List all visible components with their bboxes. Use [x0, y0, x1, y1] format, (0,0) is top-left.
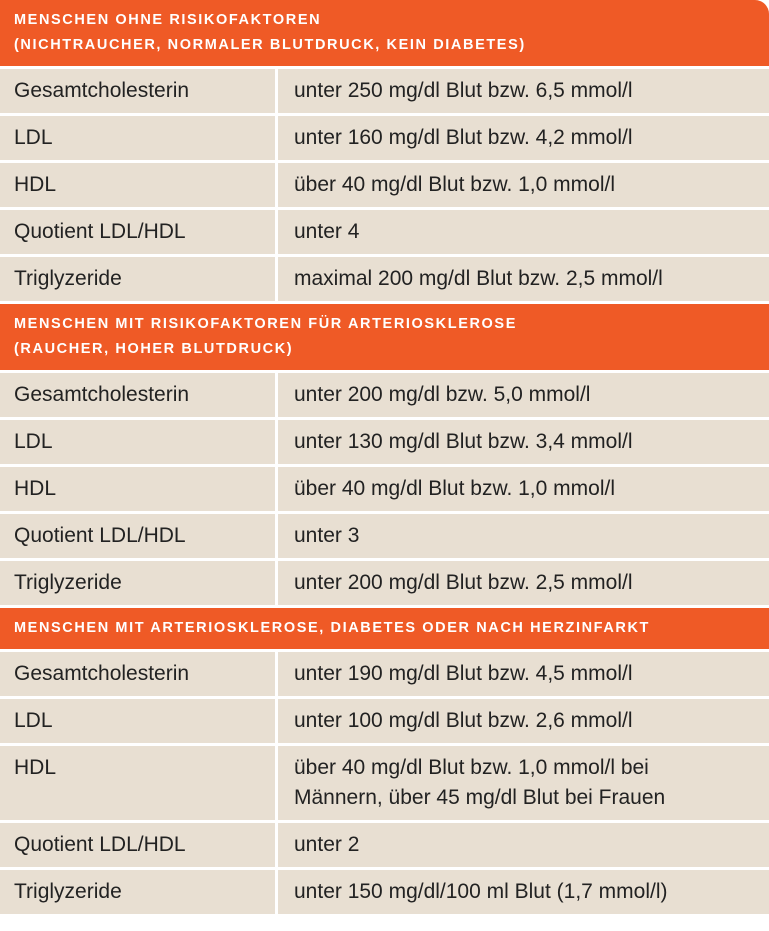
table-row: Gesamtcholesterin unter 190 mg/dl Blut bz…: [0, 652, 769, 696]
cell-text: unter 4: [294, 220, 360, 243]
section-header: MENSCHEN OHNE RISIKOFAKTOREN (NICHTRAUCHE…: [0, 0, 769, 66]
table-row: HDL über 40 mg/dl Blut bzw. 1,0 mmol/l: [0, 163, 769, 207]
label-cell: Gesamtcholesterin: [0, 69, 275, 113]
header-line: (NICHTRAUCHER, NORMALER BLUTDRUCK, KEIN …: [14, 37, 526, 53]
cell-text: Quotient LDL/HDL: [14, 524, 186, 547]
cell-text: Triglyzeride: [14, 571, 122, 594]
table-row: LDL unter 100 mg/dl Blut bzw. 2,6 mmol/l: [0, 699, 769, 743]
table-row: LDL unter 130 mg/dl Blut bzw. 3,4 mmol/l: [0, 420, 769, 464]
value-cell: unter 250 mg/dl Blut bzw. 6,5 mmol/l: [278, 69, 769, 113]
value-cell: über 40 mg/dl Blut bzw. 1,0 mmol/l bei Mä…: [278, 746, 769, 820]
cell-text: unter 190 mg/dl Blut bzw. 4,5 mmol/l: [294, 662, 633, 685]
header-line: MENSCHEN MIT RISIKOFAKTOREN FÜR ARTERIOS…: [14, 316, 517, 332]
value-cell: über 40 mg/dl Blut bzw. 1,0 mmol/l: [278, 163, 769, 207]
value-cell: unter 150 mg/dl/100 ml Blut (1,7 mmol/l): [278, 870, 769, 914]
section-header: MENSCHEN MIT RISIKOFAKTOREN FÜR ARTERIOS…: [0, 304, 769, 370]
cell-text: unter 200 mg/dl bzw. 5,0 mmol/l: [294, 383, 591, 406]
table-row: Gesamtcholesterin unter 200 mg/dl bzw. 5,…: [0, 373, 769, 417]
label-cell: Triglyzeride: [0, 257, 275, 301]
cell-text: unter 150 mg/dl/100 ml Blut (1,7 mmol/l): [294, 880, 668, 903]
cell-text: Triglyzeride: [14, 267, 122, 290]
label-cell: Quotient LDL/HDL: [0, 514, 275, 558]
label-cell: Gesamtcholesterin: [0, 373, 275, 417]
value-cell: über 40 mg/dl Blut bzw. 1,0 mmol/l: [278, 467, 769, 511]
table-row: Quotient LDL/HDL unter 3: [0, 514, 769, 558]
label-cell: LDL: [0, 420, 275, 464]
table-row: HDL über 40 mg/dl Blut bzw. 1,0 mmol/l: [0, 467, 769, 511]
cell-text: Gesamtcholesterin: [14, 79, 190, 102]
cell-text: unter 100 mg/dl Blut bzw. 2,6 mmol/l: [294, 709, 633, 732]
value-cell: unter 190 mg/dl Blut bzw. 4,5 mmol/l: [278, 652, 769, 696]
cell-text: HDL: [14, 173, 57, 196]
cell-text: unter 200 mg/dl Blut bzw. 2,5 mmol/l: [294, 571, 633, 594]
table-row: Triglyzeride maximal 200 mg/dl Blut bzw. …: [0, 257, 769, 301]
table-row: LDL unter 160 mg/dl Blut bzw. 4,2 mmol/l: [0, 116, 769, 160]
cell-text: Gesamtcholesterin: [14, 662, 190, 685]
cell-text: Triglyzeride: [14, 880, 122, 903]
cell-text: unter 2: [294, 833, 360, 856]
value-cell: unter 130 mg/dl Blut bzw. 3,4 mmol/l: [278, 420, 769, 464]
header-line: (RAUCHER, HOHER BLUTDRUCK): [14, 341, 294, 357]
cell-text: unter 250 mg/dl Blut bzw. 6,5 mmol/l: [294, 79, 633, 102]
label-cell: Quotient LDL/HDL: [0, 210, 275, 254]
label-cell: LDL: [0, 699, 275, 743]
table-row: Quotient LDL/HDL unter 4: [0, 210, 769, 254]
table-row: Triglyzeride unter 200 mg/dl Blut bzw. 2,…: [0, 561, 769, 605]
label-cell: Triglyzeride: [0, 870, 275, 914]
cell-text: Männern, über 45 mg/dl Blut bei Frauen: [294, 786, 666, 809]
cell-text: unter 3: [294, 524, 360, 547]
label-cell: Triglyzeride: [0, 561, 275, 605]
value-cell: unter 3: [278, 514, 769, 558]
cell-text: unter 130 mg/dl Blut bzw. 3,4 mmol/l: [294, 430, 633, 453]
value-cell: unter 4: [278, 210, 769, 254]
cell-text: Gesamtcholesterin: [14, 383, 190, 406]
section-header: MENSCHEN MIT ARTERIOSKLEROSE, DIABETES O…: [0, 608, 769, 649]
cell-text: LDL: [14, 126, 53, 149]
label-cell: Gesamtcholesterin: [0, 652, 275, 696]
cell-text: LDL: [14, 709, 53, 732]
table-row: Quotient LDL/HDL unter 2: [0, 823, 769, 867]
label-cell: HDL: [0, 467, 275, 511]
cell-text: Quotient LDL/HDL: [14, 833, 186, 856]
cell-text: über 40 mg/dl Blut bzw. 1,0 mmol/l: [294, 173, 615, 196]
cell-text: LDL: [14, 430, 53, 453]
value-cell: unter 100 mg/dl Blut bzw. 2,6 mmol/l: [278, 699, 769, 743]
label-cell: Quotient LDL/HDL: [0, 823, 275, 867]
cell-text: maximal 200 mg/dl Blut bzw. 2,5 mmol/l: [294, 267, 663, 290]
cell-text: über 40 mg/dl Blut bzw. 1,0 mmol/l: [294, 477, 615, 500]
label-cell: HDL: [0, 746, 275, 820]
cell-text: unter 160 mg/dl Blut bzw. 4,2 mmol/l: [294, 126, 633, 149]
value-cell: unter 200 mg/dl bzw. 5,0 mmol/l: [278, 373, 769, 417]
value-cell: unter 2: [278, 823, 769, 867]
header-line: MENSCHEN OHNE RISIKOFAKTOREN: [14, 12, 322, 28]
table-row: Gesamtcholesterin unter 250 mg/dl Blut bz…: [0, 69, 769, 113]
table-row: HDL über 40 mg/dl Blut bzw. 1,0 mmol/l be…: [0, 746, 769, 820]
cell-text: HDL: [14, 477, 57, 500]
cell-text: über 40 mg/dl Blut bzw. 1,0 mmol/l bei: [294, 756, 649, 779]
label-cell: HDL: [0, 163, 275, 207]
value-cell: unter 160 mg/dl Blut bzw. 4,2 mmol/l: [278, 116, 769, 160]
cell-text: Quotient LDL/HDL: [14, 220, 186, 243]
table-row: Triglyzeride unter 150 mg/dl/100 ml Blut …: [0, 870, 769, 914]
cell-text: HDL: [14, 756, 57, 779]
label-cell: LDL: [0, 116, 275, 160]
header-line: MENSCHEN MIT ARTERIOSKLEROSE, DIABETES O…: [14, 620, 651, 636]
value-cell: maximal 200 mg/dl Blut bzw. 2,5 mmol/l: [278, 257, 769, 301]
value-cell: unter 200 mg/dl Blut bzw. 2,5 mmol/l: [278, 561, 769, 605]
